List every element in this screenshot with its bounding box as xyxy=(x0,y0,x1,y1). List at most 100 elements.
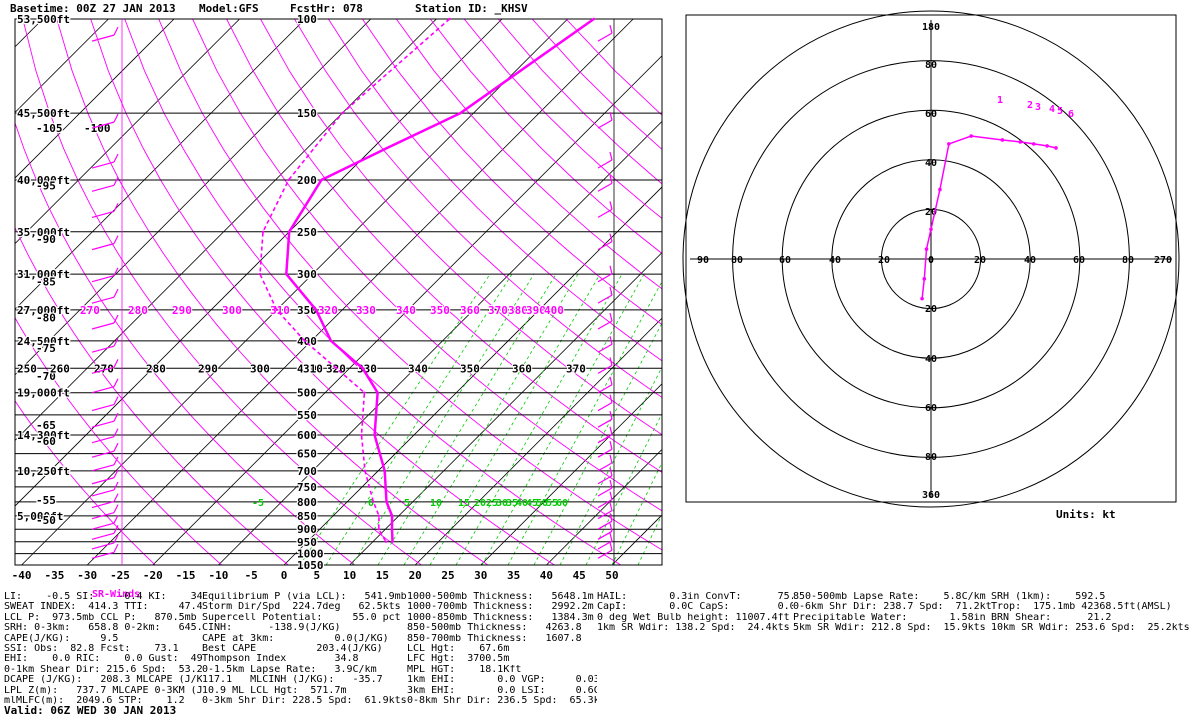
wind-barb-staff xyxy=(597,540,613,550)
wind-barb-flag xyxy=(113,26,119,36)
wind-barb-staff xyxy=(597,434,613,444)
theta-label: 290 xyxy=(172,304,192,317)
wind-barb-staff xyxy=(597,320,613,330)
theta-label: 370 xyxy=(566,362,586,375)
hodograph-axis-label: 40 xyxy=(925,158,937,169)
temperature-tick-label: 0 xyxy=(281,569,288,582)
temperature-point xyxy=(391,540,394,543)
hodograph-trace-point xyxy=(920,296,924,301)
wind-barb xyxy=(597,411,613,428)
wind-barb-staff xyxy=(597,208,613,218)
height-temp-label: -105 xyxy=(36,122,63,135)
wind-barb xyxy=(597,357,613,374)
isotherm-line xyxy=(15,19,175,179)
stats-cell: Supercell Potential: 55.0 pct xyxy=(202,612,401,623)
hodograph-axis-label: 80 xyxy=(1122,255,1134,266)
stats-cell: 850-700mb Thickness: 1607.8 xyxy=(407,633,582,644)
wind-barb-staff xyxy=(91,386,115,394)
stats-cell: 117.1 MLCINH (J/KG): -35.7 xyxy=(202,675,383,686)
hodograph-axis-label: 0 xyxy=(928,255,934,266)
temperature-tick-label: 10 xyxy=(343,569,356,582)
wind-barb xyxy=(597,394,613,412)
temperature-point xyxy=(385,500,388,504)
dry-adiabat-line xyxy=(22,19,422,565)
hodograph-axis-label: 20 xyxy=(925,304,937,315)
isotherm-line xyxy=(414,317,662,565)
theta-label: 280 xyxy=(146,362,166,375)
wind-barb-flag xyxy=(113,314,119,324)
stats-cell: 0-1.5km Lapse Rate: 3.9C/km xyxy=(202,664,377,675)
wind-barb-flag xyxy=(113,514,119,524)
pressure-label: 100 xyxy=(297,13,317,26)
wind-barb-staff xyxy=(91,184,115,192)
stats-cell: 10.9 ML LCL Hgt: 571.7m xyxy=(202,685,347,696)
wind-barb xyxy=(91,481,119,497)
hodograph-axis-label: 60 xyxy=(1073,255,1085,266)
dewpoint-point xyxy=(261,230,265,233)
wind-barb-flag xyxy=(609,426,613,435)
pressure-label: 700 xyxy=(297,465,317,478)
isotherm-line xyxy=(15,19,240,245)
theta-label: 260 xyxy=(50,362,70,375)
wet-bulb-label: 10 xyxy=(430,498,442,509)
pressure-label: 950 xyxy=(297,536,317,549)
temperature-point xyxy=(288,230,291,233)
pressure-label: 1050 xyxy=(297,559,324,572)
skew-t-frame xyxy=(14,18,663,566)
height-temp-label: -55 xyxy=(36,494,56,507)
stats-row: LI: -0.5 SI: -0.4 KI: 34.2 Equilibrium P … xyxy=(4,592,1198,602)
dry-adiabat-line xyxy=(294,19,662,398)
stats-cell: 0-6km Shr Dir: 238.7 Spd: 71.2kts xyxy=(793,602,991,613)
hodograph-trace-point xyxy=(924,247,929,251)
temperature-point xyxy=(320,178,323,182)
wind-barb xyxy=(597,111,613,129)
stats-cell xyxy=(793,644,991,654)
pressure-label: 800 xyxy=(297,496,317,509)
temperature-point xyxy=(390,528,394,531)
stats-cell: LPL Z(m): 737.7 MLCAPE 0-3KM (J/KG): xyxy=(4,685,202,696)
wind-barb-staff xyxy=(597,384,613,394)
moist-adiabat-line xyxy=(429,273,601,565)
hodograph-ring xyxy=(781,109,1081,409)
dry-adiabat-line xyxy=(226,19,662,473)
hodograph-trace-point xyxy=(929,227,933,232)
temperature-point xyxy=(314,308,318,312)
stats-cell xyxy=(793,665,991,675)
temperature-tick-label: -25 xyxy=(110,569,130,582)
temperature-point xyxy=(459,111,462,115)
wind-barb-staff xyxy=(597,119,613,129)
stats-cell: SRH (1km): 592.5 xyxy=(991,592,1106,602)
stats-cell: SRH: 0-3km: 658.8 0-2km: 645.4 xyxy=(4,623,202,634)
height-label: 53,500ft xyxy=(17,13,70,26)
temperature-tick-label: 45 xyxy=(573,569,586,582)
wet-bulb-label: 0 xyxy=(368,498,374,509)
wind-barb-staff xyxy=(597,294,613,304)
moist-adiabat-line xyxy=(455,273,623,565)
stats-cell xyxy=(597,686,793,696)
height-temp-label: -95 xyxy=(36,180,56,193)
wind-barb-staff xyxy=(91,34,115,42)
hodograph-height-label: 3 xyxy=(1035,102,1041,113)
temperature-point xyxy=(390,514,394,518)
pressure-label: 900 xyxy=(297,523,317,536)
stats-cell: 0-1km Shear Dir: 215.6 Spd: 53.2kts xyxy=(4,664,202,675)
stats-cell: CapI: 0.0C CapS: 0.0C xyxy=(597,602,793,613)
stats-cell xyxy=(991,665,1196,675)
wind-barb-staff xyxy=(91,404,115,412)
temperature-tick-label: 35 xyxy=(507,569,520,582)
stats-row: DCAPE (J/KG): 208.3 MLCAPE (J/KG): 117.1 … xyxy=(4,675,1198,685)
temperature-point xyxy=(592,17,596,21)
skew-t-plot-area xyxy=(15,19,662,565)
wind-barb-staff xyxy=(91,532,115,540)
wind-barb-staff xyxy=(91,522,115,530)
stats-cell: CINH: -138.9(J/KG) xyxy=(202,623,341,634)
valid-time-label: Valid: 06Z WED 30 JAN 2013 xyxy=(4,704,177,717)
wind-barb-staff xyxy=(597,159,613,169)
hodograph-axis-label: 80 xyxy=(925,60,937,71)
dry-adiabat-line xyxy=(395,19,662,290)
pressure-label: 600 xyxy=(297,429,317,442)
temperature-point xyxy=(373,433,376,437)
theta-label: 330 xyxy=(356,304,376,317)
hodograph-trace-point xyxy=(1054,146,1058,150)
wind-barb-flag xyxy=(113,493,119,502)
